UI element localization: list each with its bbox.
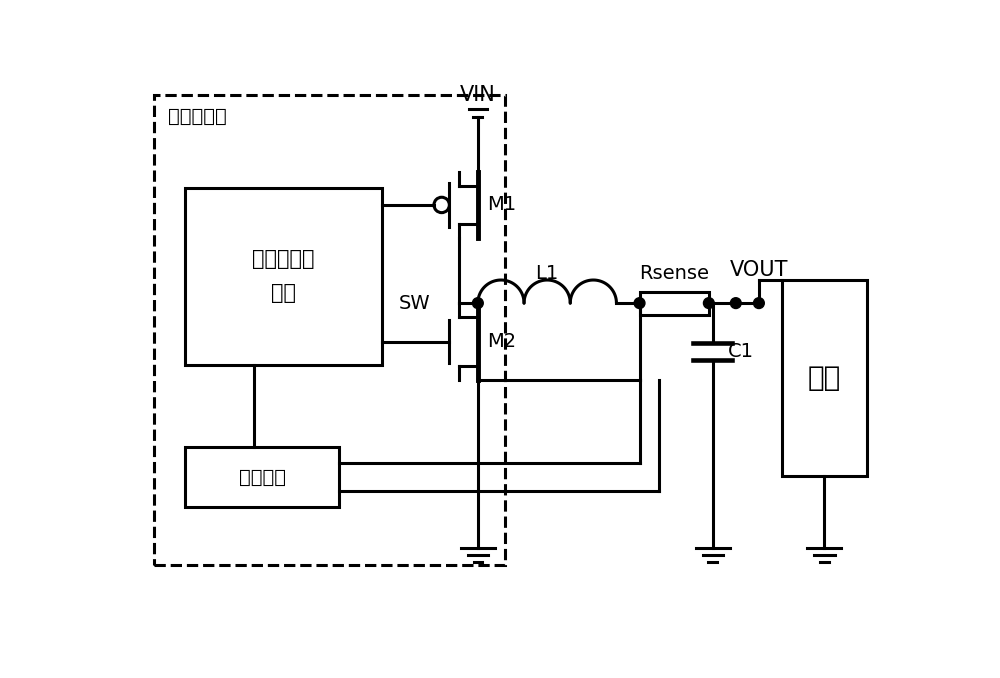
FancyBboxPatch shape — [782, 280, 867, 477]
Text: 电路: 电路 — [271, 283, 296, 303]
Text: C1: C1 — [728, 342, 754, 361]
Text: M2: M2 — [487, 332, 516, 351]
Text: SW: SW — [398, 294, 430, 313]
FancyBboxPatch shape — [154, 95, 505, 565]
Circle shape — [754, 298, 764, 308]
Text: VOUT: VOUT — [730, 260, 788, 280]
Circle shape — [730, 298, 741, 308]
Text: 降压转换器: 降压转换器 — [168, 106, 227, 126]
FancyBboxPatch shape — [185, 447, 339, 507]
Text: Rsense: Rsense — [639, 264, 709, 283]
Circle shape — [634, 298, 645, 308]
Text: 控制与驱动: 控制与驱动 — [252, 250, 315, 269]
FancyBboxPatch shape — [185, 188, 382, 365]
Text: L1: L1 — [536, 264, 559, 283]
Circle shape — [703, 298, 714, 308]
Text: 负载: 负载 — [808, 364, 841, 392]
Text: M1: M1 — [487, 195, 516, 214]
Text: VIN: VIN — [460, 85, 496, 105]
Text: 电流检测: 电流检测 — [239, 468, 286, 487]
FancyBboxPatch shape — [640, 292, 709, 315]
Circle shape — [472, 298, 483, 308]
